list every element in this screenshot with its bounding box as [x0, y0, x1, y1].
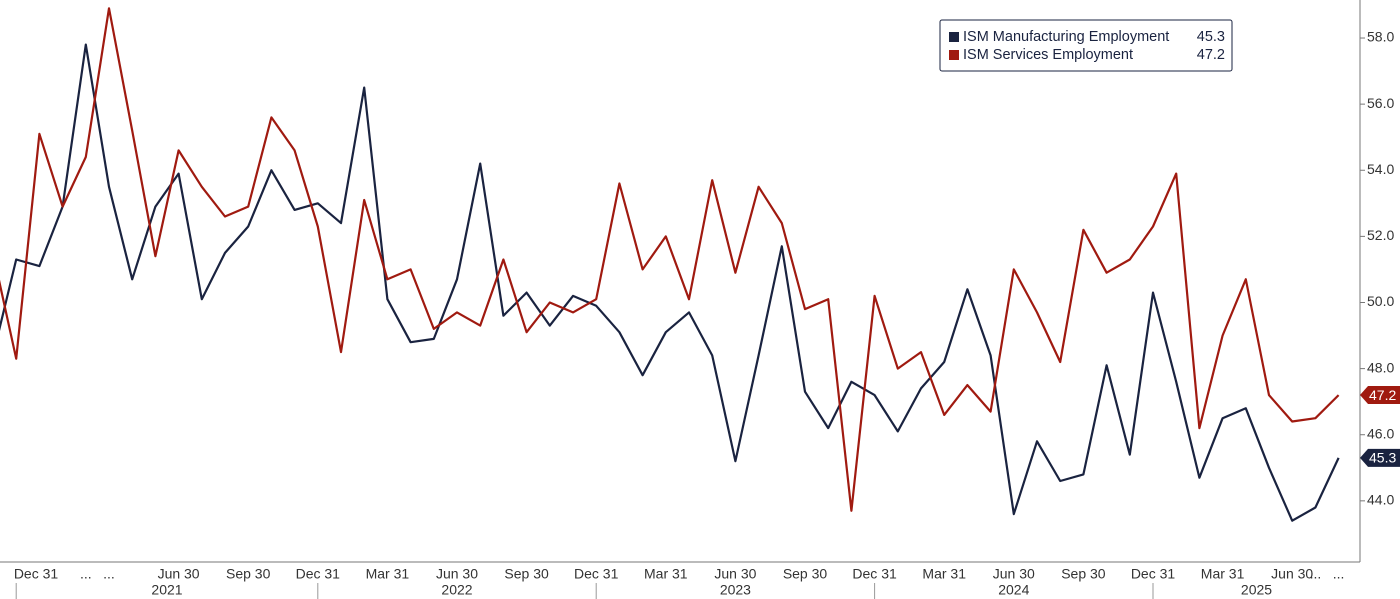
legend-swatch	[949, 50, 959, 60]
x-tick-label: Jun 30	[1271, 566, 1313, 582]
year-label: 2021	[151, 582, 182, 598]
series-line	[0, 7, 1340, 512]
x-tick-label: Dec 31	[852, 566, 897, 582]
last-value-flag	[1360, 448, 1400, 467]
y-tick-label: 58.0	[1367, 29, 1394, 45]
x-tick-label: Sep 30	[226, 566, 271, 582]
y-tick-label: 48.0	[1367, 359, 1394, 375]
year-label: 2023	[720, 582, 751, 598]
year-label: 2022	[441, 582, 472, 598]
x-tick-label: Jun 30	[993, 566, 1035, 582]
last-value-label: 47.2	[1369, 387, 1396, 403]
last-value-flag	[1360, 386, 1400, 405]
y-tick-label: 56.0	[1367, 95, 1394, 111]
x-tick-label: Mar 31	[366, 566, 410, 582]
x-tick-label: Dec 31	[574, 566, 619, 582]
legend-label: ISM Manufacturing Employment	[963, 29, 1169, 45]
last-value-label: 45.3	[1369, 450, 1396, 466]
y-tick-label: 52.0	[1367, 227, 1394, 243]
legend-swatch	[949, 32, 959, 42]
series-line	[0, 43, 1340, 522]
y-tick-label: 46.0	[1367, 425, 1394, 441]
x-tick-label: Jun 30	[158, 566, 200, 582]
x-tick-label: Mar 31	[922, 566, 966, 582]
x-tick-label: ...	[103, 566, 115, 582]
x-tick-label: Dec 31	[14, 566, 59, 582]
plot-area	[0, 7, 1340, 522]
x-tick-label: ...	[80, 566, 92, 582]
y-tick-label: 44.0	[1367, 492, 1394, 508]
x-tick-label: Sep 30	[504, 566, 549, 582]
x-tick-label: Mar 31	[1201, 566, 1245, 582]
y-tick-label: 54.0	[1367, 161, 1394, 177]
x-tick-label: Mar 31	[644, 566, 688, 582]
year-label: 2024	[998, 582, 1029, 598]
x-tick-label: Dec 31	[1131, 566, 1176, 582]
x-tick-label: ...	[1310, 566, 1322, 582]
x-tick-label: Jun 30	[714, 566, 756, 582]
x-tick-label: Sep 30	[783, 566, 828, 582]
legend-box	[939, 19, 1233, 72]
legend-value: 45.3	[1197, 29, 1225, 45]
legend: ISM Manufacturing Employment 45.3 ISM Serv…	[939, 19, 1233, 72]
x-tick-label: Dec 31	[296, 566, 341, 582]
x-tick-label: Jun 30	[436, 566, 478, 582]
year-label: 2025	[1241, 582, 1272, 598]
x-tick-label: Sep 30	[1061, 566, 1106, 582]
x-tick-label: ...	[1333, 566, 1345, 582]
legend-value: 47.2	[1197, 47, 1225, 63]
legend-label: ISM Services Employment	[963, 47, 1133, 63]
y-tick-label: 50.0	[1367, 293, 1394, 309]
